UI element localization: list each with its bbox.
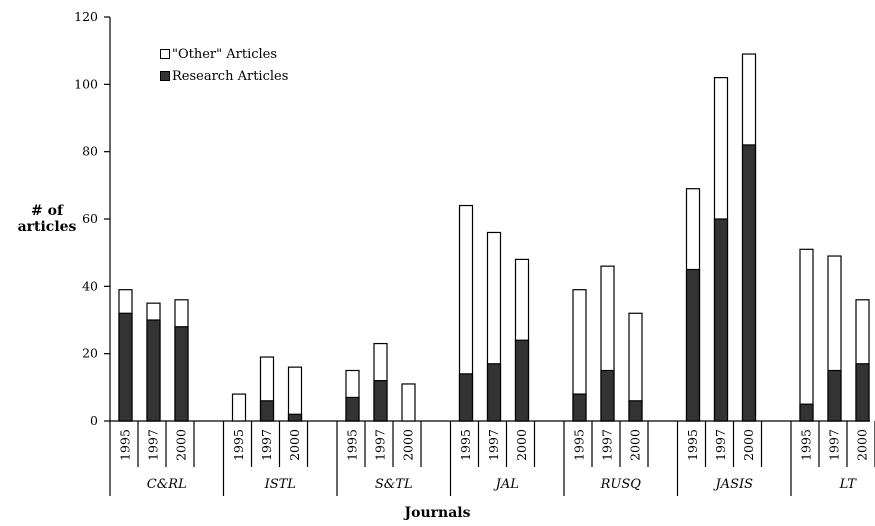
- journal-label-ISTL: ISTL: [264, 477, 296, 492]
- legend-label-other: "Other" Articles: [172, 46, 278, 62]
- journal-label-S&TL: S&TL: [375, 477, 413, 492]
- year-label-LT-1997: 1997: [827, 429, 842, 461]
- year-label-JASIS-2000: 2000: [741, 429, 756, 461]
- bar-research-LT-2000: [855, 363, 870, 422]
- legend-swatch-other: [160, 49, 170, 59]
- year-label-ISTL-1997: 1997: [259, 429, 274, 461]
- legend-item-research: Research Articles: [160, 65, 288, 87]
- year-label-ISTL-2000: 2000: [287, 429, 302, 461]
- y-tick-label-80: 80: [82, 144, 98, 159]
- bar-research-RUSQ-2000: [628, 400, 643, 422]
- bar-research-JAL-1997: [486, 363, 502, 422]
- year-label-S&TL-1995: 1995: [345, 429, 360, 461]
- year-label-JAL-1997: 1997: [486, 429, 501, 461]
- year-label-LT-2000: 2000: [855, 429, 870, 461]
- bar-research-LT-1997: [827, 369, 842, 422]
- year-label-JASIS-1997: 1997: [713, 429, 728, 461]
- year-label-S&TL-2000: 2000: [401, 429, 416, 461]
- legend-label-research: Research Articles: [172, 68, 289, 84]
- bar-research-JASIS-1995: [685, 268, 701, 422]
- year-label-RUSQ-1997: 1997: [600, 429, 615, 461]
- legend-swatch-research: [160, 71, 170, 81]
- y-tick-label-100: 100: [74, 76, 98, 91]
- y-tick-label-20: 20: [82, 346, 98, 361]
- year-label-LT-1995: 1995: [799, 429, 814, 461]
- bar-other-ISTL-1995: [231, 393, 247, 422]
- bar-other-LT-1995: [799, 248, 814, 422]
- y-axis-label-line-1: # of: [31, 203, 63, 219]
- y-axis-label-line-2: articles: [17, 219, 77, 235]
- journal-label-JAL: JAL: [493, 477, 519, 492]
- y-tick-label-120: 120: [74, 9, 98, 24]
- year-label-S&TL-1997: 1997: [373, 429, 388, 461]
- bar-research-S&TL-1997: [373, 380, 388, 422]
- bar-research-C&RL-1995: [118, 312, 133, 422]
- bar-research-JASIS-2000: [741, 144, 757, 422]
- legend-item-other: "Other" Articles: [160, 43, 288, 65]
- bar-research-ISTL-2000: [287, 413, 303, 422]
- y-tick-label-40: 40: [82, 278, 98, 293]
- bar-research-S&TL-1995: [345, 396, 360, 422]
- journal-label-JASIS: JASIS: [712, 477, 753, 492]
- bar-research-JAL-1995: [458, 373, 474, 422]
- bar-other-ISTL-2000: [287, 366, 303, 422]
- bar-research-RUSQ-1997: [600, 369, 615, 422]
- year-label-C&RL-1997: 1997: [146, 429, 161, 461]
- bar-research-LT-1995: [799, 403, 814, 422]
- bar-research-C&RL-1997: [146, 319, 161, 422]
- bar-research-C&RL-2000: [174, 326, 189, 422]
- year-label-RUSQ-2000: 2000: [628, 429, 643, 461]
- legend: "Other" Articles Research Articles: [160, 43, 288, 87]
- bar-other-S&TL-2000: [401, 383, 416, 422]
- bar-research-RUSQ-1995: [572, 393, 587, 422]
- bar-research-ISTL-1997: [259, 400, 275, 422]
- journal-label-LT: LT: [839, 477, 858, 492]
- year-label-RUSQ-1995: 1995: [572, 429, 587, 461]
- journal-label-RUSQ: RUSQ: [600, 477, 642, 492]
- year-label-C&RL-1995: 1995: [118, 429, 133, 461]
- year-label-ISTL-1995: 1995: [231, 429, 246, 461]
- bar-research-JASIS-1997: [713, 218, 729, 422]
- y-tick-label-0: 0: [90, 413, 98, 428]
- year-label-JASIS-1995: 1995: [685, 429, 700, 461]
- y-tick-label-60: 60: [82, 211, 98, 226]
- year-label-C&RL-2000: 2000: [174, 429, 189, 461]
- x-axis-label: Journals: [404, 505, 471, 521]
- year-label-JAL-1995: 1995: [458, 429, 473, 461]
- bar-research-JAL-2000: [514, 339, 530, 422]
- year-label-JAL-2000: 2000: [514, 429, 529, 461]
- journal-label-C&RL: C&RL: [147, 477, 187, 492]
- y-axis-label: # of articles: [16, 203, 78, 235]
